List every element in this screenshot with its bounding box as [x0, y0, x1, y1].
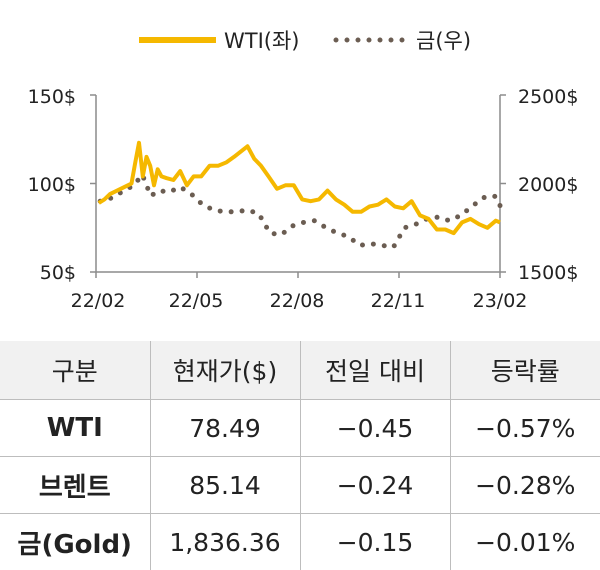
table-row-label: WTI: [0, 400, 150, 457]
series-line-gold: [100, 175, 500, 248]
price-table: 구분 현재가($) 전일 대비 등락률 WTI 78.49 −0.45 −0.5…: [0, 341, 600, 570]
table-cell: −0.28%: [450, 457, 600, 514]
table-header-cell: 전일 대비: [300, 341, 450, 400]
y-left-tick-label: 50$: [40, 262, 76, 284]
table-cell: 1,836.36: [150, 514, 300, 570]
table-header-cell: 등락률: [450, 341, 600, 400]
series-line-wti: [99, 143, 500, 233]
table-cell: 85.14: [150, 457, 300, 514]
table-cell: −0.57%: [450, 400, 600, 457]
legend-label-wti: WTI(좌): [224, 29, 300, 53]
x-tick-label: 22/05: [169, 290, 224, 312]
x-tick-label: 22/11: [371, 290, 426, 312]
y-right-tick-label: 2500$: [518, 86, 578, 108]
table-header-cell: 현재가($): [150, 341, 300, 400]
table-row: WTI 78.49 −0.45 −0.57%: [0, 400, 600, 457]
legend-label-gold: 금(우): [416, 29, 471, 53]
table-row: 금(Gold) 1,836.36 −0.15 −0.01%: [0, 514, 600, 570]
table-cell: −0.01%: [450, 514, 600, 570]
table-cell: 78.49: [150, 400, 300, 457]
y-right-tick-label: 1500$: [518, 262, 578, 284]
table-row-label: 브렌트: [0, 457, 150, 514]
price-chart: WTI(좌) 금(우) 150$ 100$ 50$ 2500$ 2000$ 15…: [0, 0, 600, 330]
x-tick-label: 23/02: [473, 290, 528, 312]
table-cell: −0.45: [300, 400, 450, 457]
table-row-label: 금(Gold): [0, 514, 150, 570]
chart-legend: WTI(좌) 금(우): [139, 29, 471, 53]
x-tick-label: 22/02: [71, 290, 126, 312]
x-tick-label: 22/08: [270, 290, 325, 312]
table-cell: −0.15: [300, 514, 450, 570]
y-left-tick-label: 150$: [28, 86, 76, 108]
table-row: 브렌트 85.14 −0.24 −0.28%: [0, 457, 600, 514]
y-left-tick-label: 100$: [28, 174, 76, 196]
table-cell: −0.24: [300, 457, 450, 514]
table-header-cell: 구분: [0, 341, 150, 400]
y-right-tick-label: 2000$: [518, 174, 578, 196]
table-header-row: 구분 현재가($) 전일 대비 등락률: [0, 341, 600, 400]
